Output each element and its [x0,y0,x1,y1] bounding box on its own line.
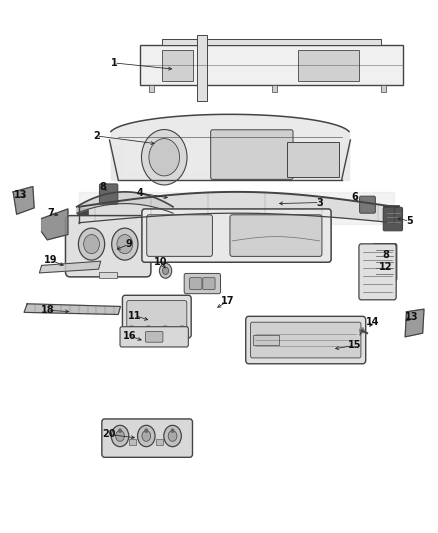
Text: 12: 12 [379,262,392,271]
Bar [197,35,207,101]
Text: 6: 6 [351,192,358,202]
FancyBboxPatch shape [122,295,191,338]
Bar [383,205,399,220]
Text: 5: 5 [406,216,413,226]
Bar [253,335,279,345]
FancyBboxPatch shape [372,244,397,281]
Text: 8: 8 [382,250,389,260]
Text: 8: 8 [99,182,106,191]
FancyBboxPatch shape [230,215,322,256]
Text: 19: 19 [44,255,57,265]
FancyBboxPatch shape [102,419,193,457]
Bar [298,50,359,81]
Bar [77,208,88,222]
Text: 4: 4 [137,188,144,198]
Circle shape [145,429,148,432]
Circle shape [159,263,172,278]
Bar [162,50,193,81]
Bar [381,85,386,92]
Text: 13: 13 [405,312,418,322]
FancyBboxPatch shape [360,196,375,213]
Circle shape [360,328,364,333]
Polygon shape [110,146,350,180]
FancyBboxPatch shape [251,322,361,358]
Text: 18: 18 [40,305,54,315]
Polygon shape [13,187,34,214]
Circle shape [138,425,155,447]
Circle shape [171,429,174,432]
Text: 13: 13 [14,190,28,199]
Bar [149,85,154,92]
Circle shape [119,429,121,432]
Bar [272,85,277,92]
Bar [287,142,339,177]
Bar [129,439,136,445]
FancyBboxPatch shape [127,301,187,333]
FancyBboxPatch shape [65,215,151,277]
Text: 16: 16 [123,331,136,341]
Bar [162,39,381,45]
Circle shape [146,326,151,331]
FancyBboxPatch shape [211,130,293,179]
Circle shape [163,326,167,331]
Bar [156,439,163,445]
FancyBboxPatch shape [99,184,118,204]
Circle shape [162,267,169,274]
Text: 11: 11 [128,311,141,320]
Circle shape [84,235,99,254]
FancyBboxPatch shape [147,215,212,256]
FancyBboxPatch shape [145,332,163,342]
Text: 14: 14 [366,318,379,327]
FancyBboxPatch shape [120,327,188,347]
Polygon shape [39,261,101,273]
Text: 20: 20 [102,430,115,439]
Text: 9: 9 [126,239,133,249]
Circle shape [78,228,105,260]
Circle shape [149,139,180,176]
Bar [140,45,403,85]
Circle shape [112,228,138,260]
Circle shape [111,425,129,447]
Text: 17: 17 [221,296,234,306]
FancyBboxPatch shape [184,273,221,294]
Text: 2: 2 [93,131,100,141]
Circle shape [141,130,187,185]
Circle shape [164,425,181,447]
Text: 10: 10 [155,257,168,267]
FancyBboxPatch shape [190,278,202,289]
Text: 1: 1 [110,58,117,68]
Polygon shape [405,309,424,337]
Text: 15: 15 [348,341,361,350]
FancyBboxPatch shape [142,209,331,262]
Polygon shape [77,192,173,213]
Polygon shape [79,192,394,223]
Circle shape [142,431,151,441]
FancyBboxPatch shape [246,317,366,364]
Circle shape [180,326,184,331]
FancyBboxPatch shape [203,278,215,289]
Polygon shape [42,209,68,240]
Text: 7: 7 [47,208,54,218]
Circle shape [116,431,124,441]
Circle shape [117,235,133,254]
FancyBboxPatch shape [383,207,403,231]
FancyBboxPatch shape [359,244,396,300]
Bar [99,271,117,278]
Circle shape [168,431,177,441]
Text: 3: 3 [316,198,323,207]
Polygon shape [24,304,120,314]
Circle shape [129,326,134,331]
